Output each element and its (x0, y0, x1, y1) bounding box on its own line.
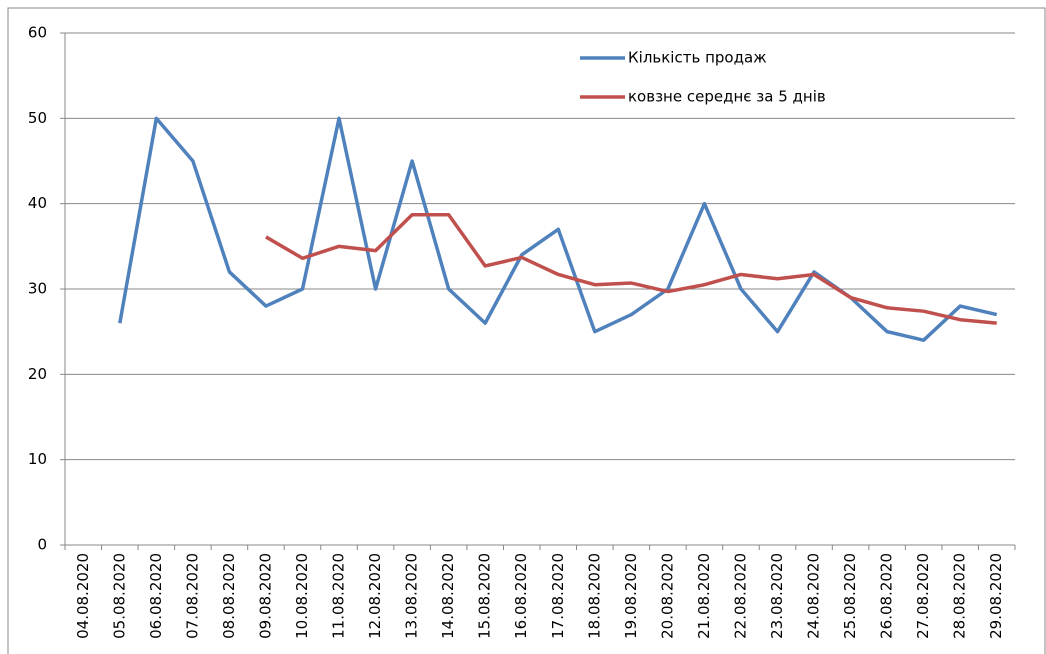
x-tick-label: 07.08.2020 (183, 553, 201, 639)
x-tick-label: 22.08.2020 (731, 553, 749, 639)
x-tick-label: 08.08.2020 (220, 553, 238, 639)
x-tick-label: 10.08.2020 (293, 553, 311, 639)
x-tick-label: 27.08.2020 (914, 553, 932, 639)
y-tick-label: 20 (28, 365, 47, 383)
series-line (118, 116, 998, 342)
legend-label: Кількість продаж (628, 49, 767, 67)
x-tick-label: 13.08.2020 (403, 553, 421, 639)
x-tick-label: 04.08.2020 (74, 553, 92, 639)
x-tick-label: 29.08.2020 (987, 553, 1005, 639)
x-tick-label: 17.08.2020 (549, 553, 567, 639)
x-tick-label: 15.08.2020 (476, 553, 494, 639)
legend-label: ковзне середнє за 5 днів (628, 88, 826, 106)
x-tick-label: 12.08.2020 (366, 553, 384, 639)
x-tick-label: 25.08.2020 (841, 553, 859, 639)
x-tick-label: 18.08.2020 (585, 553, 603, 639)
x-tick-label: 05.08.2020 (110, 553, 128, 639)
y-tick-label: 30 (28, 280, 47, 298)
y-tick-label: 10 (28, 450, 47, 468)
x-tick-label: 28.08.2020 (951, 553, 969, 639)
y-tick-label: 40 (28, 194, 47, 212)
y-tick-label: 0 (37, 536, 47, 554)
x-tick-label: 26.08.2020 (878, 553, 896, 639)
x-tick-label: 21.08.2020 (695, 553, 713, 639)
x-tick-label: 14.08.2020 (439, 553, 457, 639)
x-tick-label: 16.08.2020 (512, 553, 530, 639)
series-line (265, 213, 997, 325)
x-tick-label: 09.08.2020 (256, 553, 274, 639)
x-tick-label: 11.08.2020 (330, 553, 348, 639)
x-tick-label: 19.08.2020 (622, 553, 640, 639)
x-tick-label: 06.08.2020 (147, 553, 165, 639)
x-tick-label: 23.08.2020 (768, 553, 786, 639)
y-tick-label: 50 (28, 109, 47, 127)
x-tick-label: 24.08.2020 (805, 553, 823, 639)
chart-frame (7, 7, 1046, 654)
x-tick-label: 20.08.2020 (658, 553, 676, 639)
y-tick-label: 60 (28, 24, 47, 42)
